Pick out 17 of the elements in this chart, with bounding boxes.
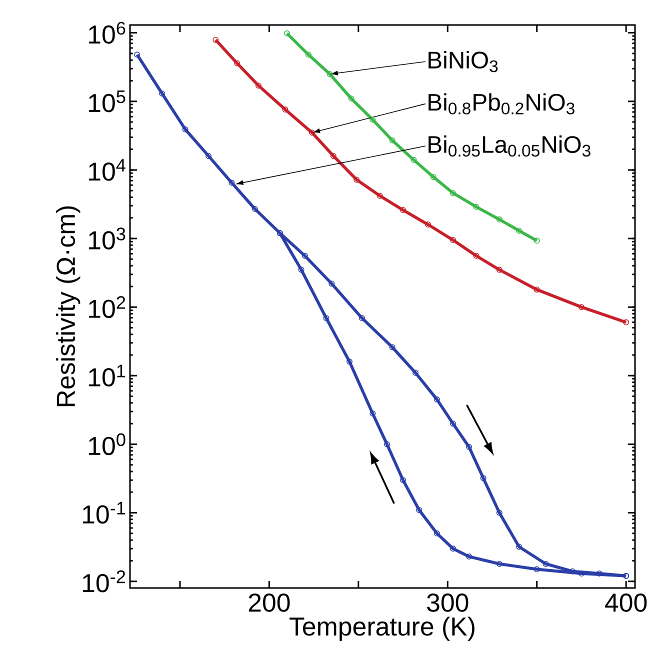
y-tick-label: 10$^{1}$ — [89, 364, 126, 387]
y-tick-label: 10$^{-2}$ — [83, 570, 126, 592]
x-tick-label: 400 — [605, 594, 647, 612]
y-tick-label: 10$^{4}$ — [89, 159, 126, 181]
y-tick-label: 10$^{2}$ — [89, 296, 126, 318]
annotation: Bi$_{0.95}$La$_{0.05}$NiO$_{3}$ — [428, 135, 590, 157]
x-axis-title: Temperature (K) — [290, 616, 474, 641]
annotation: Bi$_{0.8}$Pb$_{0.2}$NiO$_{3}$ — [428, 93, 574, 114]
y-tick-label: 10$^{0}$ — [89, 433, 126, 456]
y-tick-label: 10$^{-1}$ — [83, 502, 126, 524]
annotation: BiNiO$_{3}$ — [428, 50, 498, 72]
x-tick-label: 300 — [427, 594, 468, 612]
y-tick-label: 10$^{6}$ — [89, 22, 126, 44]
x-tick-label: 200 — [248, 594, 290, 612]
y-tick-label: 10$^{3}$ — [89, 228, 126, 250]
y-axis-title: Resistivity (Ω·cm) — [56, 206, 80, 406]
y-tick-label: 10$^{5}$ — [89, 90, 126, 112]
